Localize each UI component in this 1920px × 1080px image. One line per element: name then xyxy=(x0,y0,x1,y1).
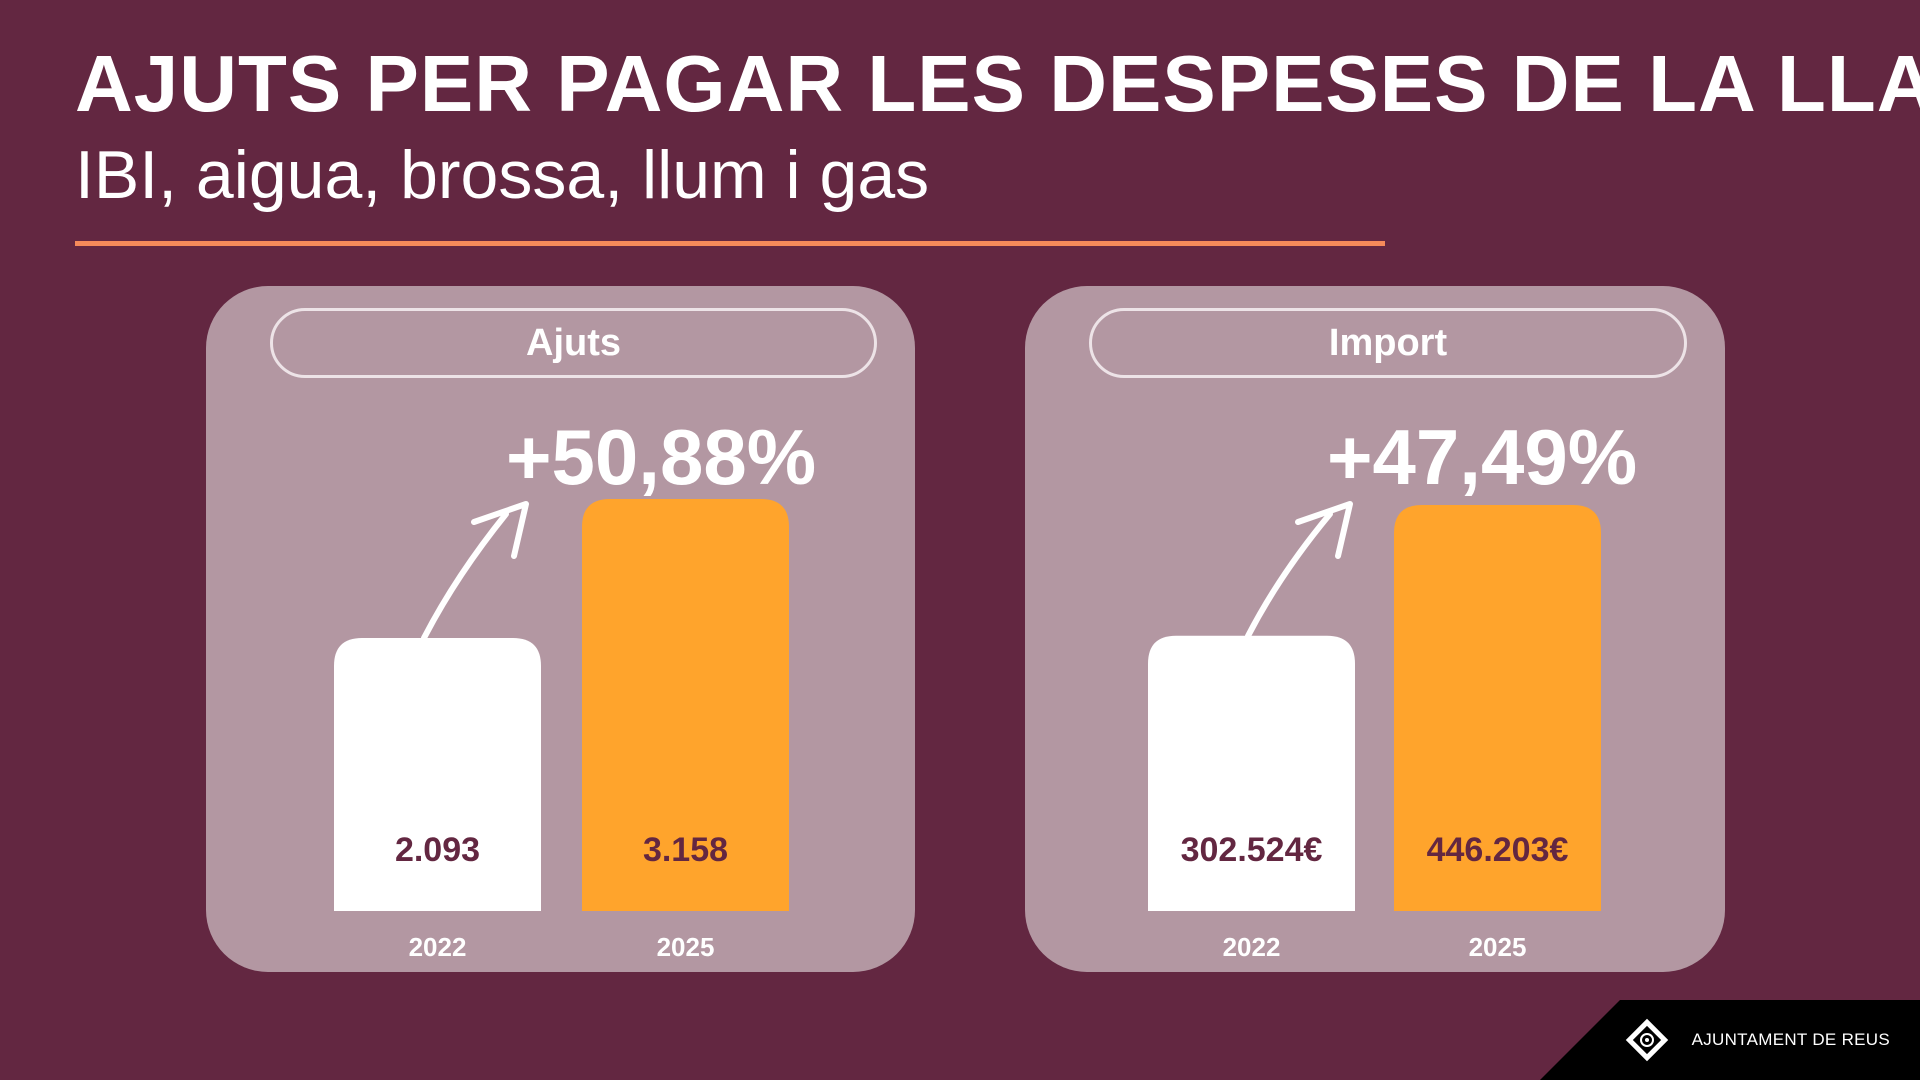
bar-2025 xyxy=(1394,505,1601,911)
bar-2022 xyxy=(334,637,541,911)
change-percentage: +47,49% xyxy=(1327,413,1638,501)
change-percentage: +50,88% xyxy=(506,413,817,501)
bar-2025 xyxy=(582,499,789,911)
title-underline xyxy=(75,241,1385,246)
bar-chart-import: 302.524€ 2022 446.203€ 2025 xyxy=(1148,501,1601,962)
chart-title-pill: Ajuts xyxy=(270,308,877,378)
bar-value-label: 2.093 xyxy=(395,831,480,869)
year-tick-label: 2025 xyxy=(657,932,715,962)
bar-chart-ajuts: 2.093 2022 3.158 2025 xyxy=(334,499,789,962)
footer-logo-text: AJUNTAMENT DE REUS xyxy=(1691,1030,1890,1049)
reus-shield-icon xyxy=(1625,1018,1669,1062)
trend-arrow-icon xyxy=(1245,501,1353,639)
year-tick-label: 2025 xyxy=(1469,932,1527,962)
chart-title-pill: Import xyxy=(1089,308,1687,378)
bar-value-label: 302.524€ xyxy=(1181,831,1323,869)
bar-value-label: 3.158 xyxy=(643,831,728,869)
year-tick-label: 2022 xyxy=(409,932,467,962)
bar-2022 xyxy=(1148,635,1355,911)
year-tick-label: 2022 xyxy=(1223,932,1281,962)
page-subtitle: IBI, aigua, brossa, llum i gas xyxy=(75,137,930,213)
trend-arrow-icon xyxy=(421,501,529,641)
chart-panel-import: Import +47,49% 302.524€ 2022 446.203€ 2025 xyxy=(1025,286,1725,972)
chart-panel-ajuts: Ajuts +50,88% 2.093 2022 3.158 2025 xyxy=(206,286,915,972)
bar-value-label: 446.203€ xyxy=(1427,831,1569,869)
page-title: AJUTS PER PAGAR LES DESPESES DE LA LLAR xyxy=(75,39,1920,128)
